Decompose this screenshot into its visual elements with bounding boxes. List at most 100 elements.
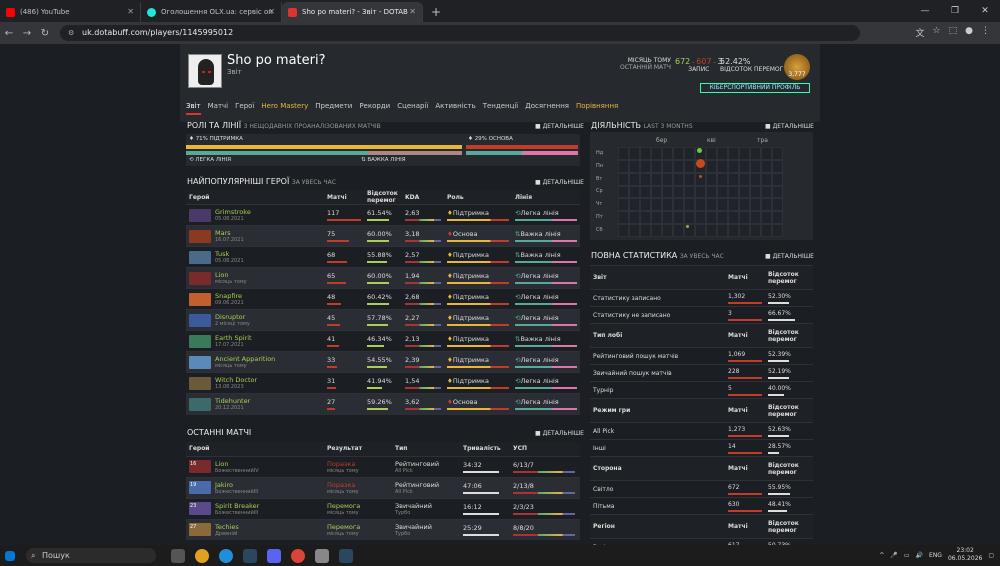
hero-name[interactable]: Lion [215,271,229,279]
match-result[interactable]: Перемога [327,522,361,531]
task-view-icon[interactable] [171,548,185,563]
hero-portrait-icon[interactable]: 19 [189,481,211,494]
recent-details-link[interactable]: ■ ДЕТАЛЬНІШЕ [535,430,584,437]
close-window-icon[interactable]: ✕ [981,6,989,16]
steam-icon[interactable] [339,548,353,563]
hero-portrait-icon[interactable]: 23 [189,502,211,515]
nav-activity[interactable]: Активність [435,102,476,110]
match-result[interactable]: Поразка [327,459,356,468]
menu-icon[interactable]: ⋮ [981,26,990,36]
stats-row[interactable]: All Pick 1,273 52.63% [590,422,813,440]
nav-scenarios[interactable]: Сценарії [397,102,429,110]
stats-row[interactable]: Росія61750.73% [590,538,813,545]
hero-portrait-icon[interactable] [189,334,211,348]
nav-items[interactable]: Предмети [315,102,353,110]
hero-name[interactable]: Snapfire [215,292,242,300]
table-row[interactable]: Earth Spirit 17.07.2021 41 46.34% 2,13 ♦П… [186,330,580,352]
close-tab-icon[interactable]: ✕ [409,7,416,16]
hero-portrait-icon[interactable] [189,229,211,243]
network-icon[interactable]: ▭ [903,551,910,559]
forward-icon[interactable]: → [22,27,32,39]
hero-portrait-icon[interactable] [189,355,211,369]
notifications-icon[interactable]: ▢ [988,551,994,559]
stats-row[interactable]: Турнір 5 40.00% [590,381,813,399]
stats-row[interactable]: Рейтинговий пошук матчів 1,069 52.39% [590,347,813,365]
hero-portrait-icon[interactable] [189,376,211,390]
table-row[interactable]: 27 Techies ДревнійI Перемога місяць тому Зв… [186,518,580,540]
steam-icon[interactable] [243,548,257,563]
edge-icon[interactable] [219,548,233,563]
hero-portrait-icon[interactable] [189,397,211,411]
hero-name[interactable]: Spirit Breaker [215,501,260,510]
table-row[interactable]: 23 Spirit Breaker БожественнийIII Перемога… [186,497,580,519]
tab-olx[interactable]: Оголошення OLX.ua: сервіс оп ✕ [141,2,282,22]
heroes-details-link[interactable]: ■ ДЕТАЛЬНІШЕ [535,179,584,186]
table-row[interactable]: 19 Jakiro БожественнийIII Поразка місяць то… [186,476,580,498]
app-icon[interactable] [315,548,329,563]
bookmark-icon[interactable]: ☆ [932,26,941,36]
hero-portrait-icon[interactable] [189,271,211,285]
minimize-icon[interactable]: — [920,6,930,16]
nav-overview[interactable]: Звіт [186,102,201,115]
hero-portrait-icon[interactable] [189,250,211,264]
new-tab-button[interactable]: + [431,5,442,19]
nav-trends[interactable]: Тенденції [482,102,519,110]
hero-name[interactable]: Ancient Apparition [215,355,276,363]
full-stats-details-link[interactable]: ■ ДЕТАЛЬНІШЕ [765,253,814,260]
nav-hero-mastery[interactable]: Hero Mastery [261,102,309,110]
site-info-icon[interactable]: ⚙ [68,29,75,37]
table-row[interactable]: Grimstroke 05.08.2021 117 61.54% 2,63 ♦Пі… [186,204,580,226]
hero-name[interactable]: Tusk [215,250,230,258]
volume-icon[interactable]: 🔊 [915,551,924,559]
taskbar-search[interactable]: Пошук [26,548,156,563]
table-row[interactable]: Witch Doctor 13.08.2023 31 41.94% 1,54 ♦П… [186,372,580,394]
hero-name[interactable]: Earth Spirit [215,334,252,342]
table-row[interactable]: Snapfire 09.06.2021 48 60.42% 2,68 ♦Підтр… [186,288,580,310]
nav-achievements[interactable]: Досягнення [525,102,570,110]
nav-matches[interactable]: Матчі [207,102,229,110]
table-row[interactable]: Lion місяць тому 65 60.00% 1,94 ♦Підтримк… [186,267,580,289]
close-tab-icon[interactable]: ✕ [127,7,134,16]
hero-portrait-icon[interactable] [189,313,211,327]
hero-portrait-icon[interactable] [189,292,211,306]
stats-row[interactable]: Світло 672 55.95% [590,480,813,498]
microphone-icon[interactable]: 🎤 [890,551,898,559]
match-result[interactable]: Перемога [327,501,361,510]
match-result[interactable]: Поразка [327,480,356,489]
tab-youtube[interactable]: (486) YouTube ✕ [0,2,141,22]
discord-icon[interactable] [267,548,281,563]
stats-row[interactable]: Статистику записано 1,302 52.30% [590,289,813,307]
hero-portrait-icon[interactable]: 16 [189,460,211,473]
translate-icon[interactable]: 文 [915,29,925,39]
table-row[interactable]: Disruptor 2 місяці тому 45 57.78% 2,27 ♦П… [186,309,580,331]
close-tab-icon[interactable]: ✕ [268,7,275,16]
esport-profile-button[interactable]: КІБЕРСПОРТИВНИЙ ПРОФІЛЬ [700,83,810,93]
chrome-icon[interactable] [291,548,305,563]
hero-name[interactable]: Disruptor [215,313,246,321]
nav-records[interactable]: Рекорди [359,102,391,110]
roles-details-link[interactable]: ■ ДЕТАЛЬНІШЕ [535,123,584,130]
table-row[interactable]: Tusk 05.08.2021 68 55.88% 2,57 ♦Підтримка… [186,246,580,268]
hero-name[interactable]: Techies [215,522,239,531]
hero-name[interactable]: Mars [215,229,231,237]
stats-row[interactable]: Статистику не записано 3 66.67% [590,306,813,324]
language-indicator[interactable]: ENG [929,551,942,559]
hero-name[interactable]: Grimstroke [215,208,251,216]
extension-icon[interactable]: ⬚ [948,26,958,36]
stats-row[interactable]: Пітьма 630 48.41% [590,497,813,515]
hero-name[interactable]: Lion [215,459,229,468]
profile-icon[interactable]: ● [965,26,973,36]
table-row[interactable]: 16 Lion БожественнийIV Поразка місяць тому … [186,455,580,477]
windows-start-icon[interactable] [5,550,15,561]
url-field[interactable]: ⚙ uk.dotabuff.com/players/1145995012 [60,25,860,41]
hero-name[interactable]: Jakiro [215,480,233,489]
avatar[interactable] [188,54,222,88]
hero-name[interactable]: Tidehunter [215,397,251,406]
chrome-icon[interactable] [195,548,209,563]
nav-compare[interactable]: Порівняння [576,102,619,110]
maximize-icon[interactable]: ❐ [950,6,960,16]
hero-portrait-icon[interactable]: 27 [189,523,211,537]
nav-heroes[interactable]: Герої [235,102,255,110]
table-row[interactable]: Mars 16.07.2021 75 60.00% 3,18 ♦Основа ⇅В… [186,225,580,247]
tab-dotabuff[interactable]: Sho po materi? - Звіт - DOTAB ✕ [282,2,423,22]
